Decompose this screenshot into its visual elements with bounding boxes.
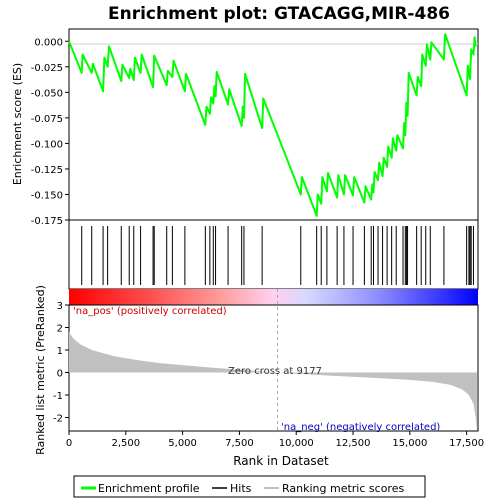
x-tick-label: 10,000 <box>279 438 314 449</box>
enrichment-profile-line <box>68 33 477 217</box>
x-axis-label: Rank in Dataset <box>233 454 329 468</box>
metric-y-tick-label: 1 <box>57 346 63 357</box>
metric-y-tick-label: 2 <box>57 324 63 335</box>
es-y-tick-label: -0.125 <box>31 165 63 176</box>
es-y-tick-label: -0.100 <box>31 139 63 150</box>
es-y-tick-label: -0.050 <box>31 88 63 99</box>
rank-color-bar <box>69 289 478 305</box>
metric-y-tick-label: -1 <box>53 391 63 402</box>
x-tick-label: 7,500 <box>225 438 254 449</box>
legend-hits-label: Hits <box>230 482 252 495</box>
legend-enrichment-label: Enrichment profile <box>98 482 200 495</box>
metric-y-axis: 3 2 1 0 -1 -2 <box>53 301 69 425</box>
es-y-tick-label: -0.150 <box>31 190 63 201</box>
x-tick-label: 12,500 <box>336 438 371 449</box>
es-y-tick-label: -0.025 <box>31 63 63 74</box>
es-y-axis: 0.000 -0.025 -0.050 -0.075 -0.100 -0.125 -0.15… <box>31 37 69 227</box>
hit-markers <box>81 226 474 285</box>
x-tick-label: 0 <box>66 438 72 449</box>
es-y-label: Enrichment score (ES) <box>11 63 24 185</box>
es-y-tick-label: -0.075 <box>31 114 63 125</box>
legend-box <box>73 475 426 498</box>
metric-x-axis: 0 2,500 5,000 7,500 10,000 12,500 15,000 17,500 <box>66 431 484 449</box>
x-tick-label: 17,500 <box>449 438 484 449</box>
neg-label: 'na_neg' (negatively correlated) <box>281 422 440 433</box>
metric-y-tick-label: 0 <box>57 369 63 380</box>
legend-metric-label: Ranking metric scores <box>282 482 404 495</box>
metric-y-tick-label: 3 <box>57 301 63 312</box>
es-y-tick-label: -0.175 <box>31 216 63 227</box>
metric-y-label: Ranked list metric (PreRanked) <box>34 285 47 455</box>
es-y-tick-label: 0.000 <box>34 37 63 48</box>
pos-label: 'na_pos' (positively correlated) <box>73 306 227 317</box>
metric-y-tick-label: -2 <box>53 414 63 425</box>
zero-cross-label: Zero cross at 9177 <box>228 366 322 377</box>
x-tick-label: 15,000 <box>392 438 427 449</box>
x-tick-label: 2,500 <box>111 438 140 449</box>
hits-panel <box>68 219 479 290</box>
chart-title: Enrichment plot: GTACAGG,MIR-486 <box>108 4 450 24</box>
x-tick-label: 5,000 <box>168 438 197 449</box>
